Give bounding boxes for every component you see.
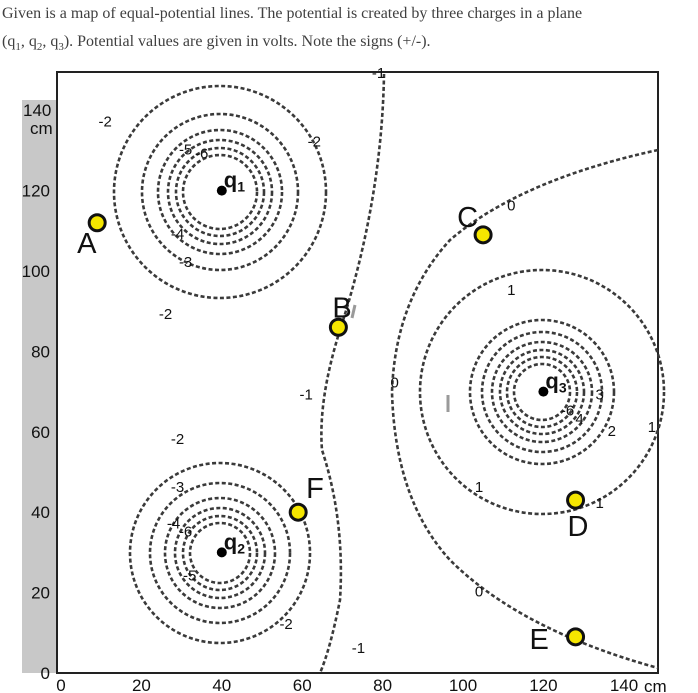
contour-value-label: 0 (475, 584, 483, 601)
x-tick-label: 20 (132, 676, 151, 693)
contour-value-label: 0 (390, 375, 398, 392)
x-tick-label: 0 (56, 676, 65, 693)
contour-value-label: -1 (372, 65, 385, 82)
contour-q1-minus3 (140, 112, 300, 272)
test-point-label: E (530, 624, 549, 656)
charge-subscript: 2 (237, 540, 245, 556)
contour-q1-minus2 (112, 84, 328, 300)
contour-q2-minus4 (163, 496, 277, 610)
x-unit-label: cm (644, 677, 667, 693)
test-point-marker (473, 225, 493, 245)
contour-value-label: -1 (300, 387, 313, 404)
test-point-label: D (568, 511, 589, 543)
y-tick-label: 40 (31, 503, 50, 522)
y-tick-label: 0 (41, 664, 50, 683)
contour-value-label: -3 (179, 254, 192, 271)
contour-value-label: -2 (99, 113, 112, 130)
test-point-label: F (306, 473, 324, 505)
y-tick-label: 80 (31, 342, 50, 361)
contour-value-label: -4 (171, 226, 184, 243)
contour-value-label: -4 (167, 515, 180, 532)
test-point-marker (566, 627, 586, 647)
contour-q1-minus5 (166, 138, 274, 246)
charge-subscript: 1 (237, 179, 245, 195)
contour-q2-minus5 (173, 506, 267, 600)
test-point-label: B (332, 292, 351, 324)
contour-value-label: 2 (608, 423, 616, 440)
contour-value-label: 1 (507, 282, 515, 299)
contour-value-label: -3 (171, 479, 184, 496)
contour-value-label: -6 (195, 145, 208, 162)
contour-q1-inner (181, 153, 259, 231)
contour-q2-inner (188, 521, 252, 585)
contour-q1-minus4 (156, 128, 284, 256)
contour-q3-plus5 (498, 348, 586, 436)
contour-q3-plus2 (468, 318, 616, 466)
intro-line-2: (q1, q2, q3). Potential values are given… (2, 33, 431, 54)
contour-value-label: -5 (183, 568, 196, 585)
contour-q2-minus3 (148, 481, 292, 625)
x-tick-label: 140 (610, 676, 638, 693)
problem-statement: Given is a map of equal-potential lines.… (2, 0, 698, 61)
contour-q3-plus1 (418, 268, 666, 516)
contour-value-label: -2 (159, 306, 172, 323)
y-tick-label: 100 (22, 262, 50, 281)
y-tick-label: 140 (23, 101, 51, 120)
y-tick-label: 60 (31, 423, 50, 442)
plot-area (56, 71, 659, 674)
contour-value-label: 0 (507, 198, 515, 215)
test-point-label: A (77, 228, 97, 260)
contour-q3-plus3 (480, 330, 604, 454)
x-tick-label: 80 (373, 676, 392, 693)
intro-line-1: Given is a map of equal-potential lines.… (2, 5, 583, 22)
charge-dot (538, 386, 549, 397)
test-points: A B C D E F (77, 202, 588, 656)
x-tick-label: 120 (529, 676, 557, 693)
test-point-marker (288, 502, 308, 522)
contour-value-label: 4 (575, 411, 583, 428)
contour-lines (112, 73, 666, 674)
test-point-marker (87, 213, 107, 233)
contour-value-label: 1 (475, 479, 483, 496)
contour-accent (350, 304, 357, 319)
y-unit-label: cm (30, 119, 53, 138)
contour-value-label: 1 (596, 495, 604, 512)
y-tick-label: 120 (22, 182, 50, 201)
contour-value-label: -2 (308, 133, 321, 150)
x-tick-label: 100 (449, 676, 477, 693)
test-point-marker (328, 317, 348, 337)
x-tick-label: 60 (293, 676, 312, 693)
contour-q2-minus6 (181, 514, 259, 592)
charge-dot (216, 185, 227, 196)
contour-q3-inner (512, 362, 572, 422)
contour-value-label: -6 (561, 403, 574, 420)
contour-value-label: 3 (596, 387, 604, 404)
charge-subscript: 3 (559, 380, 567, 396)
contour-value-label: 1 (648, 419, 656, 436)
charge-dot (216, 547, 227, 558)
contour-minus1 (318, 73, 386, 674)
contour-zero (390, 148, 659, 670)
contour-q3-plus4 (490, 340, 594, 444)
contour-q1-minus6 (174, 146, 266, 238)
contour-q2-minus2 (128, 461, 312, 645)
contour-value-label: -6 (179, 523, 192, 540)
contour-value-label: -1 (352, 640, 365, 657)
y-axis-band (22, 100, 57, 673)
contour-value-label: -2 (171, 431, 184, 448)
test-point-marker (566, 490, 586, 510)
y-tick-label: 20 (31, 584, 50, 603)
contour-q3-plus6 (505, 355, 579, 429)
contour-value-label: -2 (279, 616, 292, 633)
test-point-label: C (457, 202, 478, 234)
x-tick-label: 40 (212, 676, 231, 693)
contour-value-label: -5 (179, 141, 192, 158)
